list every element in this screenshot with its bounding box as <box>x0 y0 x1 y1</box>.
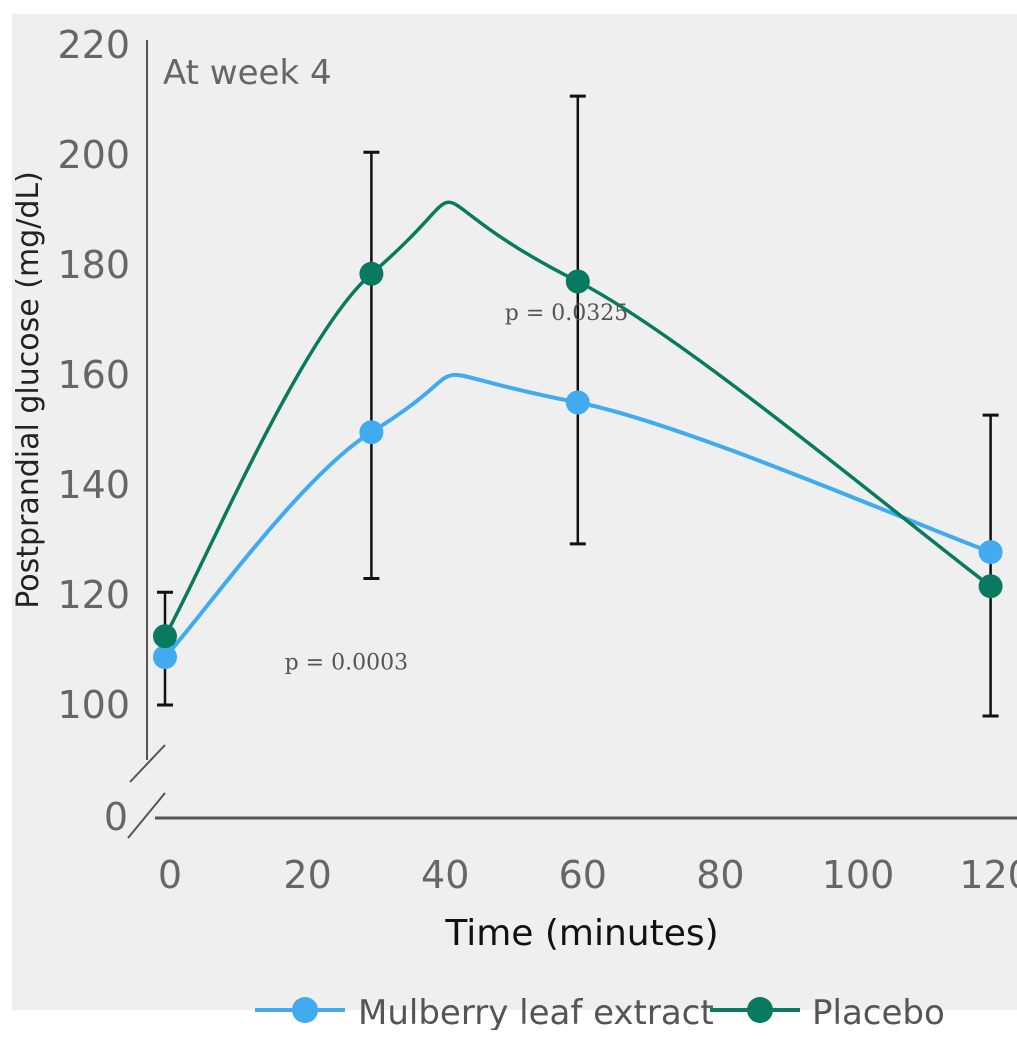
data-point-mulberry <box>153 645 177 670</box>
y-tick-label: 220 <box>57 23 130 67</box>
x-tick-label: 60 <box>559 853 607 897</box>
x-tick-label: 0 <box>158 853 182 897</box>
data-point-mulberry <box>565 390 590 415</box>
data-point-mulberry <box>978 540 1003 565</box>
data-point-mulberry <box>359 420 384 445</box>
x-tick-label: 40 <box>421 853 469 897</box>
y-zero-label: 0 <box>104 795 128 839</box>
y-tick-label: 180 <box>57 243 130 287</box>
bottom-margin <box>0 1030 1017 1039</box>
legend-label-placebo: Placebo <box>812 993 945 1033</box>
legend: Mulberry leaf extract Placebo <box>255 993 945 1033</box>
data-point-placebo <box>359 261 384 286</box>
data-point-placebo <box>978 574 1003 599</box>
y-axis-break-mark <box>129 744 166 783</box>
legend-marker-mulberry <box>292 997 318 1023</box>
data-point-placebo <box>565 269 590 294</box>
series-line-mulberry <box>163 372 992 659</box>
x-axis-label: Time (minutes) <box>444 913 718 954</box>
chart-title: At week 4 <box>163 53 332 93</box>
legend-marker-placebo <box>747 997 773 1023</box>
annotation-p-value-1: p = 0.0003 <box>285 650 408 675</box>
y-tick-label: 200 <box>57 133 130 177</box>
y-axis-label: Postprandial glucose (mg/dL) <box>11 171 46 609</box>
y-tick-label: 140 <box>57 463 130 507</box>
x-tick-label: 100 <box>822 853 895 897</box>
y-tick-label: 100 <box>57 683 130 727</box>
y-tick-label: 160 <box>57 353 130 397</box>
x-tick-label: 120 <box>959 853 1017 897</box>
y-tick-label: 120 <box>57 573 130 617</box>
annotation-p-value-2: p = 0.0325 <box>505 301 628 326</box>
x-tick-label: 80 <box>696 853 744 897</box>
data-point-placebo <box>153 624 177 649</box>
series-line-placebo <box>163 200 992 638</box>
plot-background <box>12 14 1017 1010</box>
legend-label-mulberry: Mulberry leaf extract <box>358 993 714 1033</box>
x-tick-label: 20 <box>283 853 331 897</box>
y-axis-break-mark <box>127 792 166 839</box>
